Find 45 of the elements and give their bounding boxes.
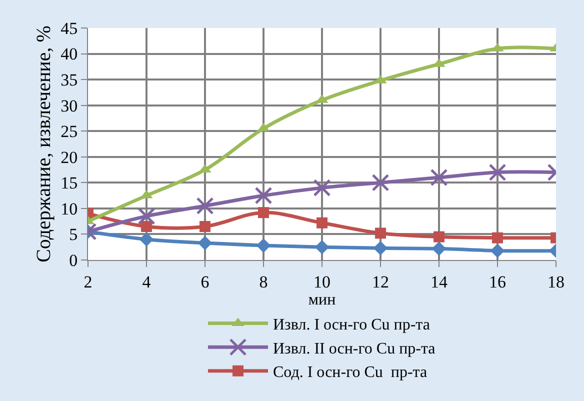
x-tick-label: 2 [84,272,92,292]
y-tick-label: 10 [60,199,78,218]
x-tick-label: 8 [259,272,268,292]
point [200,220,210,232]
point [314,240,330,254]
point [254,186,272,204]
point [256,238,271,253]
y-tick-label: 0 [69,250,78,270]
legend-label: Извл. II осн-го Cu пр-та [273,340,436,358]
x-tick-label: 12 [372,272,389,292]
point [372,174,390,192]
point [490,244,505,258]
y-tick-label: 20 [60,148,78,167]
legend-label: Сод. I осн-го Cu пр-та [273,364,428,382]
y-tick-label: 25 [60,122,78,142]
point [488,164,506,182]
point [313,179,331,197]
point [316,217,328,228]
x-tick-label: 14 [430,272,448,292]
point [432,242,446,256]
x-tick-label: 6 [200,272,210,292]
y-tick-label: 35 [60,70,78,90]
y-tick-label: 30 [60,96,78,116]
x-tick-label: 4 [142,272,152,292]
point [138,207,156,225]
y-tick-label: 40 [60,44,78,64]
point [258,207,269,218]
point [375,228,386,239]
point [492,232,503,244]
point [196,197,214,215]
y-axis-title: Содержание, извлечение, % [33,26,56,262]
x-tick-label: 10 [314,272,330,292]
y-tick-label: 5 [69,225,78,244]
x-tick-label: 16 [489,272,506,292]
y-tick-label: 15 [60,174,78,193]
point [434,231,444,242]
point [139,232,154,247]
point [198,236,212,250]
legend-label: Извл. I осн-го Cu пр-та [273,316,430,334]
y-tick-label: 45 [60,18,78,38]
point [141,220,152,232]
x-axis-title: мин [308,291,336,308]
point [430,168,448,186]
x-tick-label: 18 [548,272,564,292]
point [373,240,388,256]
